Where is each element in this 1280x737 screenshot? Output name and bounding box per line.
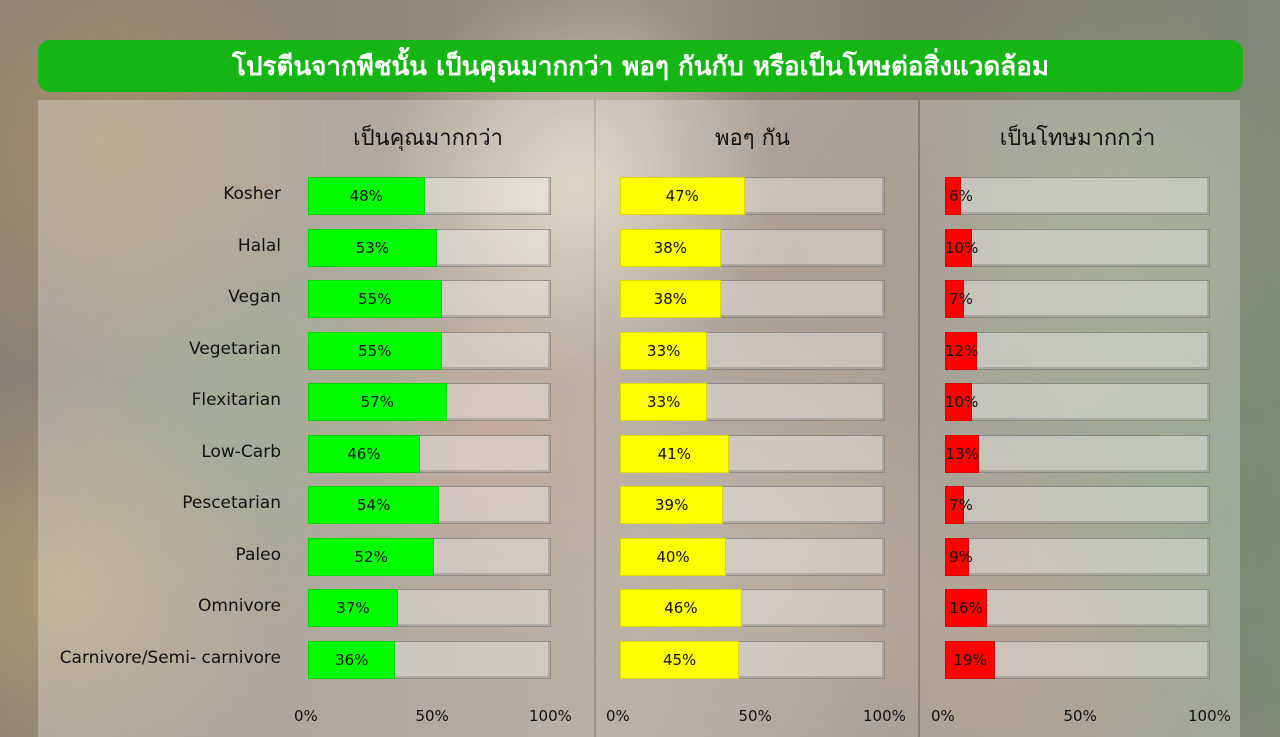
x-tick-label: 0%	[606, 707, 630, 725]
data-label: 13%	[945, 444, 979, 463]
bar	[945, 331, 977, 370]
bar-track	[945, 228, 1210, 267]
bar	[620, 383, 708, 421]
bar	[945, 486, 964, 524]
data-label: 46%	[664, 599, 698, 617]
data-label: 16%	[949, 599, 983, 617]
category-label: Omnivore	[198, 596, 281, 616]
x-tick-label: 100%	[1188, 707, 1231, 725]
panel-background-3	[920, 100, 1240, 737]
bar	[308, 228, 437, 267]
x-tick-label: 100%	[863, 707, 906, 725]
data-label: 36%	[335, 650, 369, 669]
bar	[945, 640, 996, 679]
data-label: 45%	[662, 650, 697, 669]
x-tick-label: 50%	[415, 707, 449, 725]
bar	[308, 383, 447, 421]
data-label: 48%	[349, 187, 383, 205]
data-label: 41%	[657, 444, 691, 463]
data-label: 33%	[647, 341, 681, 360]
data-label: 37%	[336, 599, 370, 617]
bar	[308, 537, 435, 576]
bar	[945, 280, 964, 318]
panel-title-2: พอๆ กัน	[715, 126, 790, 151]
data-label: 38%	[653, 238, 688, 257]
panel-title-1: เป็นคุณมากกว่า	[353, 126, 503, 151]
data-label: 9%	[949, 547, 973, 566]
bar-track	[945, 434, 1210, 473]
data-label: 10%	[945, 238, 979, 257]
data-label: 12%	[945, 341, 979, 360]
category-label: Vegan	[228, 287, 281, 307]
x-tick-label: 0%	[294, 707, 318, 725]
x-tick-label: 50%	[738, 707, 772, 725]
bar-track	[945, 537, 1210, 576]
bar	[945, 228, 972, 267]
panel-title-3: เป็นโทษมากกว่า	[999, 126, 1156, 151]
data-label: 57%	[360, 393, 394, 411]
data-label: 10%	[945, 393, 979, 411]
x-tick-label: 0%	[931, 707, 955, 725]
data-label: 40%	[656, 547, 690, 566]
bar-track	[945, 589, 1210, 627]
bar	[308, 331, 442, 370]
bar	[308, 280, 442, 318]
bar	[620, 331, 708, 370]
bar	[945, 177, 961, 215]
bar	[945, 383, 972, 421]
data-label: 55%	[358, 290, 392, 308]
bar-track	[945, 383, 1210, 421]
chart-title: โปรตีนจากพืชนั้น เป็นคุณมากกว่า พอๆ กันก…	[232, 51, 1049, 82]
bar	[620, 640, 740, 679]
x-tick-label: 100%	[529, 707, 572, 725]
bar-track	[945, 331, 1210, 370]
category-label: Paleo	[235, 544, 282, 565]
bar-track	[945, 280, 1210, 318]
data-label: 53%	[355, 238, 390, 257]
data-label: 55%	[358, 341, 392, 360]
x-tick-label: 50%	[1063, 707, 1097, 725]
bar	[620, 486, 724, 524]
bar	[308, 589, 398, 627]
bar	[620, 537, 726, 576]
data-label: 6%	[949, 187, 973, 205]
data-label: 33%	[647, 393, 681, 411]
data-label: 39%	[655, 496, 689, 514]
category-label: Kosher	[223, 184, 281, 204]
category-label: Pescetarian	[182, 493, 281, 513]
bar-track	[945, 486, 1210, 524]
bar	[620, 228, 721, 267]
data-label: 38%	[653, 290, 688, 308]
category-label: Halal	[237, 235, 281, 256]
data-label: 46%	[347, 444, 381, 463]
data-label: 7%	[949, 496, 973, 514]
category-label: Vegetarian	[188, 338, 281, 359]
bar	[620, 280, 721, 318]
data-label: 54%	[356, 496, 391, 514]
bar-track	[945, 177, 1210, 215]
category-label: Carnivore/Semi- carnivore	[59, 647, 281, 668]
data-label: 52%	[354, 547, 388, 566]
data-label: 7%	[949, 290, 973, 308]
bar	[620, 177, 745, 215]
bar	[620, 434, 729, 473]
bar	[308, 486, 440, 524]
bar	[620, 589, 742, 627]
data-label: 47%	[665, 187, 699, 205]
bar	[945, 589, 988, 627]
data-label: 19%	[953, 650, 987, 669]
bar	[945, 537, 969, 576]
category-label: Low-Carb	[201, 441, 281, 462]
category-label: Flexitarian	[191, 390, 281, 410]
bar	[308, 434, 420, 473]
title-banner: โปรตีนจากพืชนั้น เป็นคุณมากกว่า พอๆ กันก…	[38, 40, 1243, 92]
bar	[308, 177, 425, 215]
bar	[945, 434, 980, 473]
bar	[308, 640, 396, 679]
